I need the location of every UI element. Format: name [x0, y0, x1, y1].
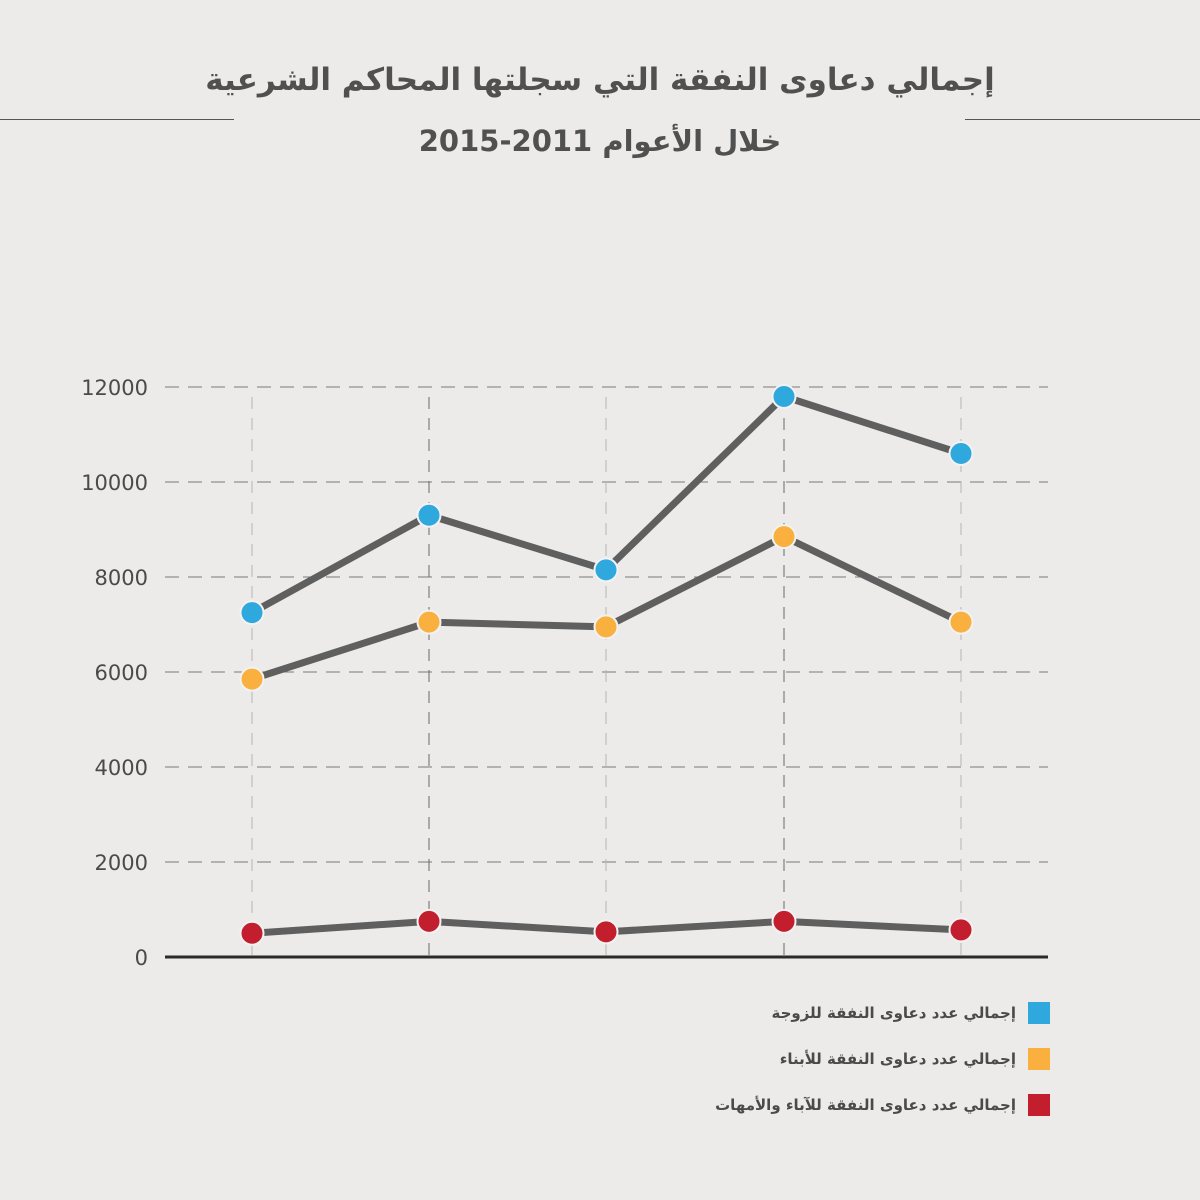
legend-label: إجمالي عدد دعاوى النفقة للزوجة	[771, 1004, 1017, 1022]
y-tick-label: 4000	[95, 756, 148, 780]
y-tick-label: 8000	[95, 566, 148, 590]
legend-label: إجمالي عدد دعاوى النفقة للآباء والأمهات	[715, 1096, 1016, 1114]
y-tick-label: 6000	[95, 661, 148, 685]
series-points	[239, 384, 974, 946]
grid	[165, 386, 1048, 957]
data-point-1-2014	[771, 524, 797, 550]
legend-swatch	[1028, 1002, 1050, 1024]
title-rule-left	[0, 119, 234, 120]
data-point-1-2011	[239, 666, 265, 692]
data-point-0-2015	[948, 441, 974, 466]
chart-subtitle: خلال الأعوام 2011-2015	[418, 124, 782, 158]
series-lines	[248, 393, 965, 937]
chart-title: إجمالي دعاوى النفقة التي سجلتها المحاكم …	[205, 62, 995, 98]
legend: إجمالي عدد دعاوى النفقة للزوجة إجمالي عدد…	[600, 990, 1050, 1128]
data-point-0-2012	[416, 502, 442, 528]
data-point-0-2014	[771, 384, 797, 409]
data-point-0-2011	[239, 600, 265, 626]
data-point-1-2013	[593, 614, 619, 640]
data-point-2-2015	[948, 917, 974, 943]
legend-swatch	[1028, 1094, 1050, 1116]
legend-swatch	[1028, 1048, 1050, 1070]
data-point-1-2015	[948, 609, 974, 635]
data-point-2-2012	[416, 908, 442, 934]
legend-label: إجمالي عدد دعاوى النفقة للأبناء	[779, 1050, 1016, 1068]
y-tick-label: 12000	[81, 376, 148, 400]
data-point-2-2011	[239, 920, 265, 946]
legend-item: إجمالي عدد دعاوى النفقة للزوجة	[600, 990, 1050, 1036]
data-point-0-2013	[593, 557, 619, 583]
y-tick-label: 2000	[95, 851, 148, 875]
y-tick-label: 0	[135, 946, 148, 970]
data-point-2-2013	[593, 919, 619, 945]
title-rule-right	[965, 119, 1200, 120]
data-point-2-2014	[771, 908, 797, 934]
y-tick-label: 10000	[81, 471, 148, 495]
legend-item: إجمالي عدد دعاوى النفقة للأبناء	[600, 1036, 1050, 1082]
legend-item: إجمالي عدد دعاوى النفقة للآباء والأمهات	[600, 1082, 1050, 1128]
y-axis-ticks: 0 2000 4000 6000 8000 10000 12000	[81, 376, 148, 970]
data-point-1-2012	[416, 609, 442, 635]
